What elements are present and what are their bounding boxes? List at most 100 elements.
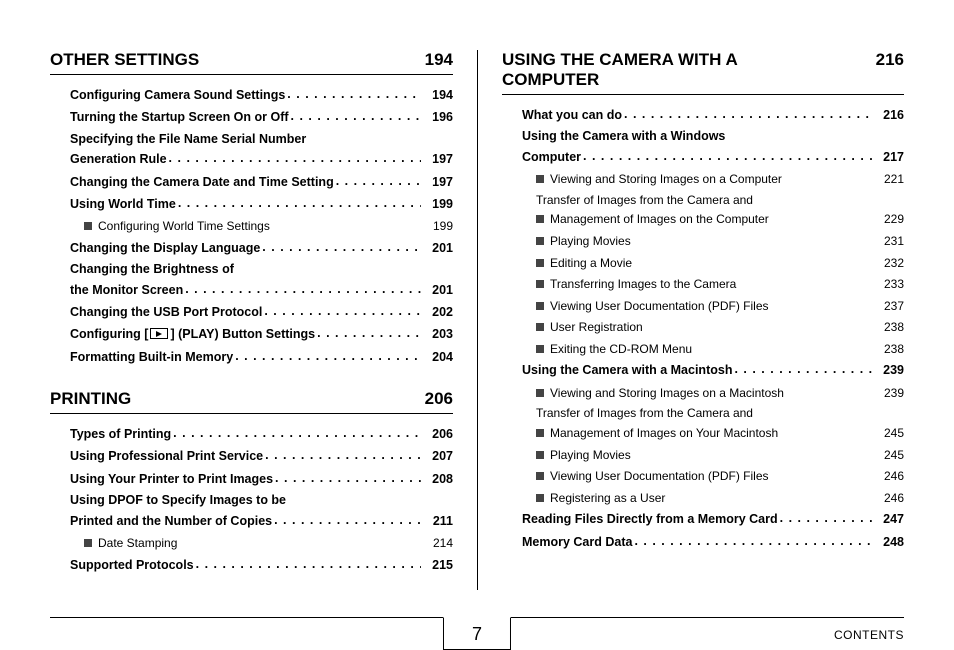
entry-label: Turning the Startup Screen On or Off bbox=[70, 108, 289, 127]
entry-page: 196 bbox=[423, 108, 453, 127]
columns: OTHER SETTINGS194Configuring Camera Soun… bbox=[50, 50, 904, 590]
leader-dots: . . . . . . . . . . . . . . . . . . . . … bbox=[694, 339, 872, 359]
toc-subentry: Configuring World Time Settings. . . . .… bbox=[84, 216, 453, 236]
entry-page: 202 bbox=[423, 303, 453, 322]
entry-label: Printed and the Number of Copies bbox=[70, 512, 272, 531]
entry-label: Memory Card Data bbox=[522, 533, 632, 552]
square-bullet-icon bbox=[536, 237, 544, 245]
entry-page: 231 bbox=[874, 232, 904, 251]
toc-entry: Memory Card Data. . . . . . . . . . . . … bbox=[522, 532, 904, 552]
toc-subentry: Management of Images on the Computer. . … bbox=[536, 209, 904, 229]
entry-page: 239 bbox=[874, 384, 904, 403]
entry-label: Playing Movies bbox=[536, 232, 631, 251]
entry-page: 207 bbox=[423, 447, 453, 466]
leader-dots: . . . . . . . . . . . . . . . . . . . . … bbox=[262, 238, 421, 258]
toc-subentry: Editing a Movie. . . . . . . . . . . . .… bbox=[536, 253, 904, 273]
entry-page: 229 bbox=[874, 210, 904, 229]
leader-dots: . . . . . . . . . . . . . . . . . . . . … bbox=[634, 253, 872, 273]
leader-dots: . . . . . . . . . . . . . . . . . . . . … bbox=[196, 555, 421, 575]
leader-dots: . . . . . . . . . . . . . . . . . . . . … bbox=[336, 172, 421, 192]
toc-entry: Supported Protocols. . . . . . . . . . .… bbox=[70, 555, 453, 575]
toc-entry: Formatting Built-in Memory. . . . . . . … bbox=[70, 347, 453, 367]
page-number-box: 7 bbox=[443, 617, 511, 650]
leader-dots: . . . . . . . . . . . . . . . . . . . . … bbox=[634, 532, 872, 552]
square-bullet-icon bbox=[536, 302, 544, 310]
square-bullet-icon bbox=[536, 175, 544, 183]
leader-dots: . . . . . . . . . . . . . . . . . . . . … bbox=[173, 424, 421, 444]
square-bullet-icon bbox=[536, 323, 544, 331]
leader-dots: . . . . . . . . . . . . . . . . . . . . … bbox=[734, 360, 872, 380]
leader-dots: . . . . . . . . . . . . . . . . . . . . … bbox=[291, 107, 421, 127]
toc-subentry: Date Stamping. . . . . . . . . . . . . .… bbox=[84, 533, 453, 553]
entry-label: Changing the Display Language bbox=[70, 239, 260, 258]
entry-label: Computer bbox=[522, 148, 581, 167]
entry-label: Viewing and Storing Images on a Macintos… bbox=[536, 384, 784, 403]
entries-list: Configuring Camera Sound Settings . . . .… bbox=[50, 85, 453, 367]
toc-subentry: Viewing User Documentation (PDF) Files. … bbox=[536, 466, 904, 486]
toc-entry: Reading Files Directly from a Memory Car… bbox=[522, 509, 904, 529]
entry-label: Viewing User Documentation (PDF) Files bbox=[536, 297, 769, 316]
toc-entry: Configuring Camera Sound Settings. . . .… bbox=[70, 85, 453, 105]
toc-subentry: Viewing and Storing Images on a Computer… bbox=[536, 169, 904, 189]
entry-label: Editing a Movie bbox=[536, 254, 632, 273]
leader-dots: . . . . . . . . . . . . . . . . . . . . … bbox=[780, 509, 872, 529]
square-bullet-icon bbox=[536, 494, 544, 502]
toc-entry: Generation Rule. . . . . . . . . . . . .… bbox=[70, 149, 453, 169]
toc-entry: Configuring [] (PLAY) Button Settings. .… bbox=[70, 324, 453, 344]
toc-subentry: User Registration. . . . . . . . . . . .… bbox=[536, 317, 904, 337]
leader-dots: . . . . . . . . . . . . . . . . . . . . … bbox=[169, 149, 421, 169]
entry-page: 238 bbox=[874, 318, 904, 337]
entry-label: Changing the Camera Date and Time Settin… bbox=[70, 173, 334, 192]
play-icon bbox=[150, 328, 168, 339]
entry-label: Management of Images on the Computer bbox=[536, 210, 769, 229]
leader-dots: . . . . . . . . . . . . . . . . . . . . … bbox=[624, 105, 872, 125]
entry-page: 201 bbox=[423, 239, 453, 258]
toc-subentry: Management of Images on Your Macintosh. … bbox=[536, 423, 904, 443]
entry-page: 248 bbox=[874, 533, 904, 552]
square-bullet-icon bbox=[536, 280, 544, 288]
leader-dots: . . . . . . . . . . . . . . . . . . . . … bbox=[265, 446, 421, 466]
entry-page: 201 bbox=[423, 281, 453, 300]
entry-page: 237 bbox=[874, 297, 904, 316]
entry-label-line: Using the Camera with a Windows bbox=[522, 127, 904, 146]
entry-label: Viewing and Storing Images on a Computer bbox=[536, 170, 782, 189]
section-heading: PRINTING206 bbox=[50, 389, 453, 414]
entry-label: Playing Movies bbox=[536, 446, 631, 465]
leader-dots: . . . . . . . . . . . . . . . . . . . . … bbox=[264, 302, 421, 322]
entry-page: 245 bbox=[874, 424, 904, 443]
entry-page: 203 bbox=[423, 325, 453, 344]
entry-page: 197 bbox=[423, 173, 453, 192]
square-bullet-icon bbox=[536, 215, 544, 223]
toc-entry: Types of Printing. . . . . . . . . . . .… bbox=[70, 424, 453, 444]
entry-page: 197 bbox=[423, 150, 453, 169]
toc-subentry: Viewing User Documentation (PDF) Files. … bbox=[536, 296, 904, 316]
toc-subentry: Playing Movies. . . . . . . . . . . . . … bbox=[536, 231, 904, 251]
leader-dots: . . . . . . . . . . . . . . . . . . . . … bbox=[784, 169, 872, 189]
toc-entry: What you can do. . . . . . . . . . . . .… bbox=[522, 105, 904, 125]
leader-dots: . . . . . . . . . . . . . . . . . . . . … bbox=[771, 296, 872, 316]
toc-subentry: Exiting the CD-ROM Menu. . . . . . . . .… bbox=[536, 339, 904, 359]
entry-label: Generation Rule bbox=[70, 150, 167, 169]
square-bullet-icon bbox=[84, 539, 92, 547]
entry-label: Configuring Camera Sound Settings bbox=[70, 86, 285, 105]
entry-label: the Monitor Screen bbox=[70, 281, 183, 300]
leader-dots: . . . . . . . . . . . . . . . . . . . . … bbox=[645, 317, 872, 337]
toc-subentry: Viewing and Storing Images on a Macintos… bbox=[536, 383, 904, 403]
square-bullet-icon bbox=[536, 345, 544, 353]
toc-entry: Using Professional Print Service. . . . … bbox=[70, 446, 453, 466]
entry-page: 239 bbox=[874, 361, 904, 380]
entry-page: 246 bbox=[874, 489, 904, 508]
toc-entry: Printed and the Number of Copies. . . . … bbox=[70, 511, 453, 531]
entry-label: Transferring Images to the Camera bbox=[536, 275, 736, 294]
leader-dots: . . . . . . . . . . . . . . . . . . . . … bbox=[667, 488, 872, 508]
leader-dots: . . . . . . . . . . . . . . . . . . . . … bbox=[583, 147, 872, 167]
toc-entry: Changing the Camera Date and Time Settin… bbox=[70, 172, 453, 192]
leader-dots: . . . . . . . . . . . . . . . . . . . . … bbox=[178, 194, 421, 214]
entries-list: Types of Printing. . . . . . . . . . . .… bbox=[50, 424, 453, 575]
toc-subentry: Registering as a User. . . . . . . . . .… bbox=[536, 488, 904, 508]
entry-page: 233 bbox=[874, 275, 904, 294]
toc-entry: Using Your Printer to Print Images. . . … bbox=[70, 469, 453, 489]
page-number: 7 bbox=[472, 624, 482, 644]
entry-label: Configuring [] (PLAY) Button Settings bbox=[70, 325, 315, 344]
entry-page: 206 bbox=[423, 425, 453, 444]
